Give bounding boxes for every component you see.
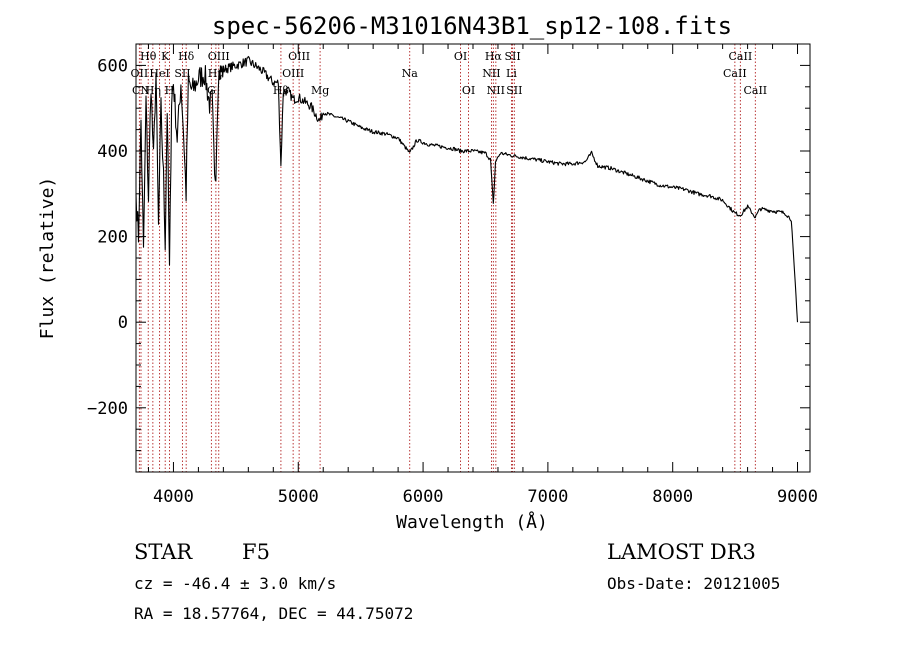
spectral-line-label: Na <box>402 67 419 80</box>
observation-date: Obs-Date: 20121005 <box>607 574 781 593</box>
spectral-line-label: OIII <box>282 67 304 80</box>
y-tick-label: 600 <box>97 56 128 76</box>
spectral-line-label: OI <box>462 84 475 97</box>
x-tick-label: 8000 <box>652 487 693 507</box>
plot-frame <box>135 43 811 473</box>
y-tick-label: 200 <box>97 228 128 248</box>
spectral-line-label: Hα <box>485 50 503 63</box>
spectral-line-label: K <box>161 50 170 63</box>
spectrum-series-line <box>135 55 799 323</box>
x-tick-label: 4000 <box>153 487 194 507</box>
spectral-line-label: Li <box>506 67 517 80</box>
spectral-line-label: OIII <box>208 50 230 63</box>
spectral-line-label: Hθ <box>140 50 157 63</box>
spectral-line-label: NII <box>487 84 505 97</box>
x-tick-label: 5000 <box>278 487 319 507</box>
y-axis-label: Flux (relative) <box>37 177 58 340</box>
spectral-line-label: OI <box>454 50 467 63</box>
spectral-line-label: OII <box>131 67 149 80</box>
object-class: STAR <box>134 540 193 564</box>
x-tick-label: 7000 <box>527 487 568 507</box>
x-axis-label: Wavelength (Å) <box>396 511 548 533</box>
spectral-line-label: SII <box>506 84 522 97</box>
spectral-line-label: CaII <box>743 84 767 97</box>
y-axis-ticks: −200 0 200 400 600 <box>87 56 810 452</box>
x-tick-label: 6000 <box>403 487 444 507</box>
spectral-line-label: Hδ <box>178 50 195 63</box>
spectral-line-label: CaII <box>723 67 747 80</box>
chart-title: spec-56206-M31016N43B1_sp12-108.fits <box>212 12 732 40</box>
sky-coordinates: RA = 18.57764, DEC = 44.75072 <box>134 604 414 623</box>
spectral-line-markers <box>138 44 756 472</box>
spectral-line-label: Mg <box>311 84 329 97</box>
spectral-line-labels: HθOIICNHηHeIKHSIIHδGOIIIHγHβOIIIOIIIMgNa… <box>131 50 768 97</box>
x-tick-label: 9000 <box>777 487 818 507</box>
redshift-velocity: cz = -46.4 ± 3.0 km/s <box>134 574 337 593</box>
spectral-line-label: OIII <box>288 50 310 63</box>
spectral-line-label: SII <box>504 50 520 63</box>
spectral-line-label: Hβ <box>273 84 289 97</box>
spectral-line-label: SII <box>174 67 190 80</box>
x-axis-ticks: 4000 5000 6000 7000 8000 9000 <box>147 44 818 507</box>
spectral-line-label: CaII <box>729 50 753 63</box>
y-tick-label: 400 <box>97 142 128 162</box>
spectral-line-label: HeI <box>149 67 169 80</box>
spectral-line-label: Hη <box>145 84 161 97</box>
survey-name: LAMOST DR3 <box>607 540 756 564</box>
spectral-line-label: NII <box>482 67 500 80</box>
object-subclass: F5 <box>242 540 270 564</box>
y-tick-label: 0 <box>118 313 128 333</box>
y-tick-label: −200 <box>87 399 128 419</box>
spectral-line-label: H <box>165 84 175 97</box>
